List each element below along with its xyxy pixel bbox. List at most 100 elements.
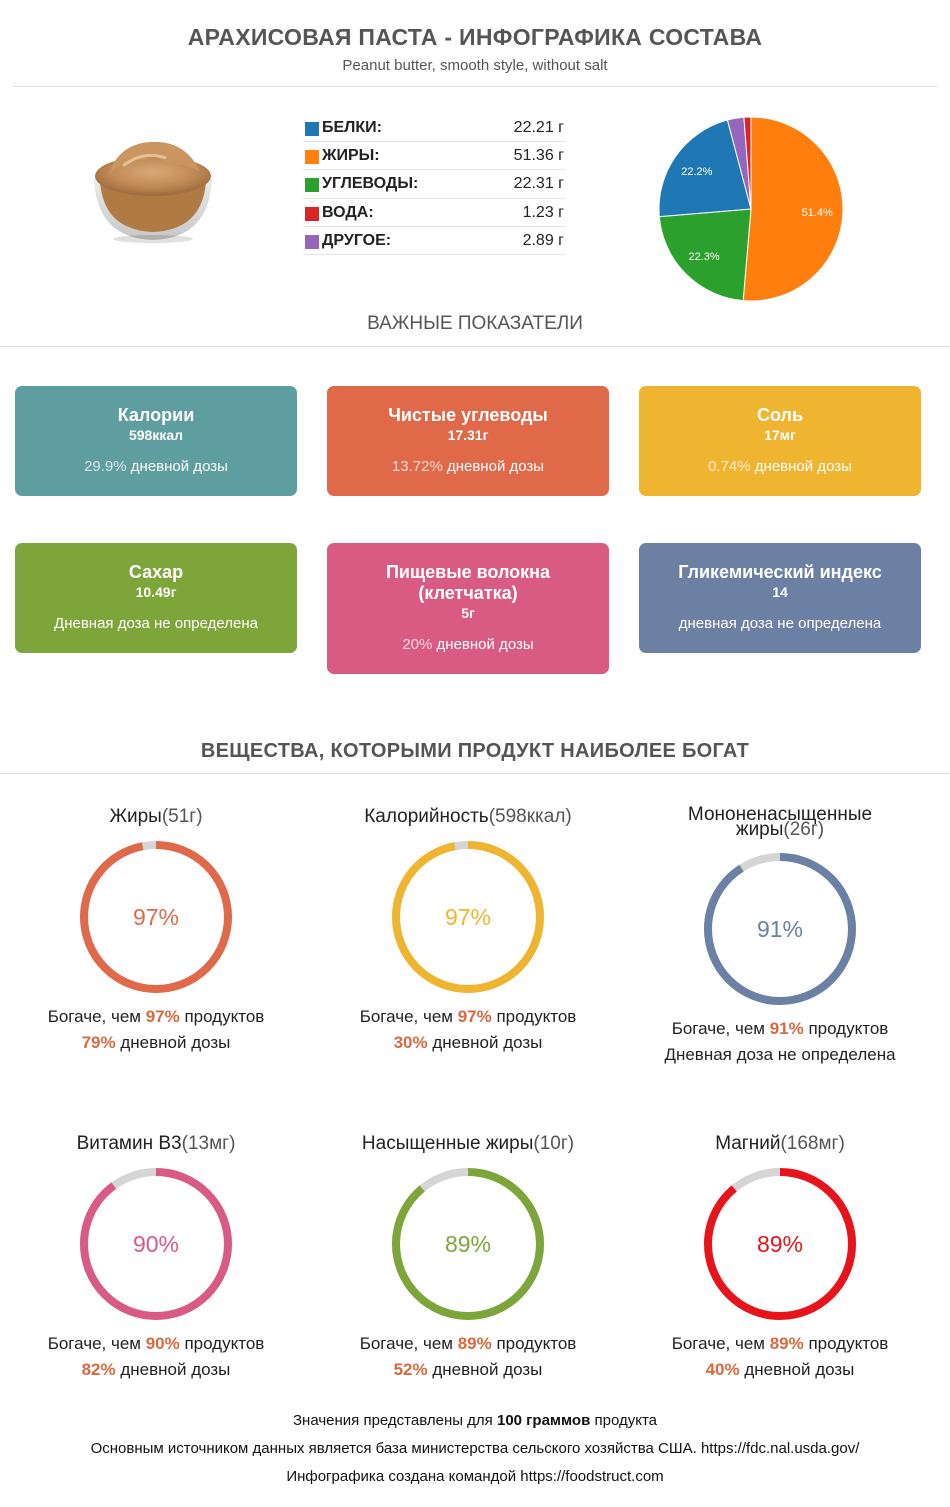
nutrient-name: Мононенасыщенные жиры	[687, 804, 873, 840]
daily-dose-line: 82% дневной дозы	[6, 1360, 306, 1380]
nutrient-percentile-ring: 89%	[704, 1168, 856, 1320]
footer-source: Основным источником данных является база…	[90, 1440, 860, 1457]
indicator-daily: 0.74% дневной дозы	[639, 458, 921, 475]
indicator-daily: 20% дневной дозы	[327, 636, 609, 653]
nutrient-title: Витамин B3(13мг)	[6, 1134, 306, 1154]
daily-suffix: дневной дозы	[115, 1360, 231, 1379]
indicator-card: Сахар 10.49г Дневная доза не определена	[15, 543, 297, 653]
nutrient-item: Витамин B3(13мг) 90% Богаче, чем 90% проду…	[6, 1134, 306, 1380]
richer-percent: 97%	[457, 1007, 492, 1026]
indicator-daily-percent: 29.9%	[84, 458, 127, 475]
indicator-daily-text: дневной дозы	[442, 458, 545, 475]
nutrient-title: Мононенасыщенные жиры(26г)	[665, 804, 895, 840]
indicator-value: 598ккал	[128, 427, 184, 443]
richest-divider	[0, 773, 950, 774]
indicator-daily: 13.72% дневной дозы	[327, 458, 609, 475]
nutrient-amount: (10г)	[533, 1133, 575, 1154]
indicator-daily-percent: 20%	[402, 636, 433, 653]
richer-than-line: Богаче, чем 89% продуктов	[630, 1334, 930, 1354]
macro-label: ВОДА:	[322, 203, 374, 221]
nutrient-amount: (168мг)	[780, 1133, 845, 1154]
indicator-value: 10.49г	[135, 584, 177, 600]
nutrient-item: Мононенасыщенные жиры(26г) 91% Богаче, чем…	[630, 804, 930, 1065]
richer-prefix: Богаче, чем	[671, 1334, 770, 1353]
indicator-daily-text: дневной дозы	[126, 458, 228, 475]
indicator-card: Соль 17мг 0.74% дневной дозы	[639, 386, 921, 496]
macros-pie-chart: 51.4% 22.3% 22.2%	[658, 116, 844, 302]
richer-percent: 91%	[769, 1019, 804, 1038]
ring-percent-label: 97%	[445, 904, 491, 930]
footer-note-amount: 100	[496, 1412, 523, 1429]
indicator-card: Гликемический индекс 14 дневная доза не оп…	[639, 543, 921, 653]
pie-slice	[742, 116, 844, 302]
nutrient-name: Магний	[715, 1133, 781, 1154]
daily-dose-line: 40% дневной дозы	[630, 1360, 930, 1380]
pie-slice	[658, 208, 752, 302]
macro-value: 2.89 г	[522, 231, 564, 249]
richer-prefix: Богаче, чем	[47, 1007, 146, 1026]
macro-value: 22.21 г	[513, 119, 564, 136]
daily-suffix: дневной дозы	[427, 1033, 543, 1052]
nutrient-name: Жиры	[109, 806, 162, 827]
page-subtitle: Peanut butter, smooth style, without sal…	[342, 57, 608, 74]
richer-prefix: Богаче, чем	[47, 1334, 146, 1353]
footer-credit: Инфографика создана командой https://foo…	[286, 1468, 664, 1485]
header-divider	[12, 86, 938, 87]
indicator-title: Чистые углеводы	[388, 405, 548, 425]
macros-table: БЕЛКИ: 22.21 г ЖИРЫ: 51.36 г УГЛЕВОДЫ: 22.31 …	[303, 114, 566, 255]
macro-value: 51.36 г	[513, 147, 564, 165]
daily-dose-line: 52% дневной дозы	[318, 1360, 618, 1380]
richer-suffix: продуктов	[179, 1007, 265, 1026]
indicator-value: 14	[772, 584, 788, 600]
footer-note-unit: граммов	[522, 1412, 591, 1429]
nutrient-amount: (598ккал)	[488, 806, 572, 827]
nutrient-percentile-ring: 97%	[80, 841, 232, 993]
nutrient-amount: (26г)	[783, 819, 825, 840]
nutrient-percentile-ring: 91%	[704, 853, 856, 1005]
macro-color-swatch	[305, 234, 319, 249]
ring-percent-label: 90%	[133, 1231, 179, 1257]
richer-suffix: продуктов	[803, 1019, 889, 1038]
nutrient-item: Магний(168мг) 89% Богаче, чем 89% продукто…	[630, 1134, 930, 1380]
indicator-value: 5г	[461, 605, 475, 621]
nutrient-title: Жиры(51г)	[6, 807, 306, 827]
indicator-value: 17мг	[764, 427, 796, 443]
richer-suffix: продуктов	[491, 1334, 577, 1353]
richer-suffix: продуктов	[179, 1334, 265, 1353]
ring-fill	[392, 1168, 544, 1320]
daily-percent: 52%	[393, 1360, 428, 1379]
daily-dose-line: 30% дневной дозы	[318, 1033, 618, 1053]
daily-dose-line: 79% дневной дозы	[6, 1033, 306, 1053]
daily-suffix: дневной дозы	[739, 1360, 855, 1379]
macro-row: ЖИРЫ: 51.36 г	[303, 142, 566, 171]
richer-than-line: Богаче, чем 97% продуктов	[318, 1007, 618, 1027]
daily-percent: 79%	[81, 1033, 116, 1052]
daily-undefined: Дневная доза не определена	[664, 1045, 896, 1064]
ring-percent-label: 89%	[445, 1231, 491, 1257]
indicator-daily-percent: 0.74%	[708, 458, 751, 475]
nutrient-percentile-ring: 89%	[392, 1168, 544, 1320]
indicator-daily-text: дневной дозы	[432, 636, 534, 653]
daily-suffix: дневной дозы	[427, 1360, 543, 1379]
nutrient-name: Калорийность	[364, 806, 489, 827]
pie-slice	[658, 119, 752, 218]
indicator-title: Гликемический индекс	[678, 562, 882, 582]
indicator-card: Калории 598ккал 29.9% дневной дозы	[15, 386, 297, 496]
richer-prefix: Богаче, чем	[359, 1334, 458, 1353]
richer-suffix: продуктов	[803, 1334, 889, 1353]
macro-row: БЕЛКИ: 22.21 г	[303, 114, 566, 143]
macro-label: ДРУГОЕ:	[322, 231, 392, 249]
richer-percent: 89%	[457, 1334, 492, 1353]
richer-than-line: Богаче, чем 91% продуктов	[630, 1019, 930, 1039]
indicator-title: Пищевые волокна (клетчатка)	[385, 562, 551, 603]
indicator-title: Сахар	[128, 562, 184, 582]
nutrient-item: Жиры(51г) 97% Богаче, чем 97% продуктов 79%…	[6, 807, 306, 1053]
daily-dose-line: Дневная доза не определена	[630, 1045, 930, 1065]
richer-prefix: Богаче, чем	[359, 1007, 458, 1026]
indicator-daily: 29.9% дневной дозы	[15, 458, 297, 475]
macro-label: БЕЛКИ:	[322, 119, 382, 136]
nutrient-title: Насыщенные жиры(10г)	[318, 1134, 618, 1154]
macro-label: УГЛЕВОДЫ:	[322, 175, 419, 193]
richer-prefix: Богаче, чем	[671, 1019, 770, 1038]
daily-percent: 40%	[705, 1360, 740, 1379]
